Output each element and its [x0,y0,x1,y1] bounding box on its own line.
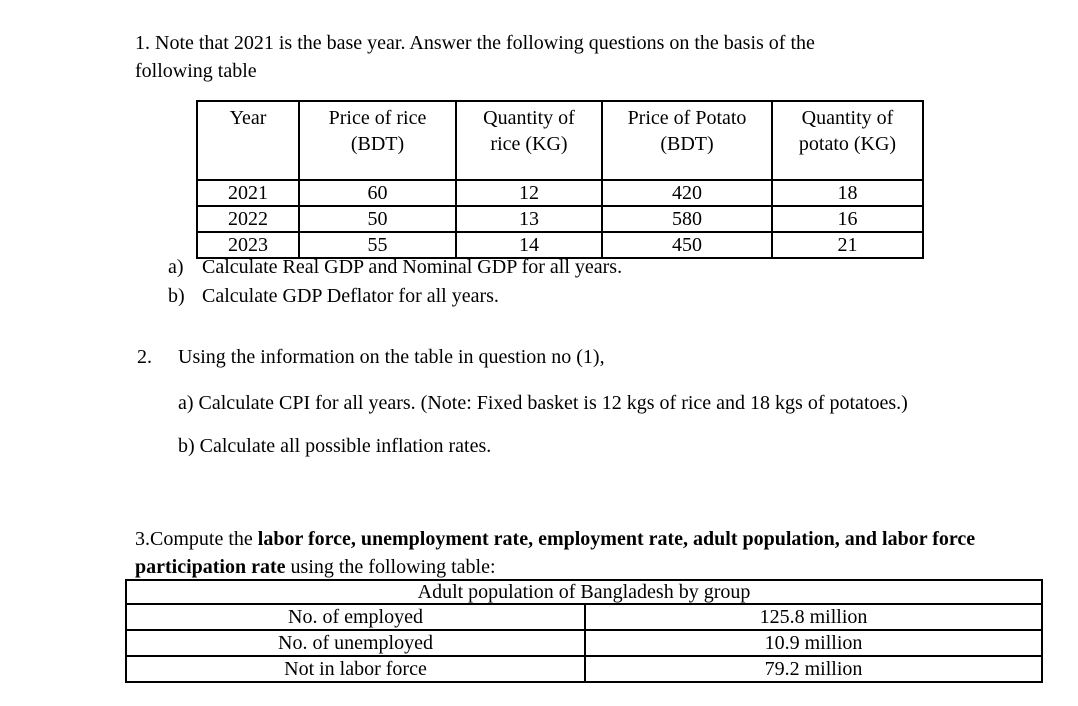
row-not-in-labor-force: Not in labor force 79.2 million [125,655,1043,683]
question-3-text: 3.Compute the labor force, unemployment … [135,525,1040,581]
question-1-subitems: a) Calculate Real GDP and Nominal GDP for… [168,253,622,311]
cell-price-rice: 50 [298,205,457,233]
question-1-line-1: 1. Note that 2021 is the base year. Answ… [135,32,815,54]
question-1-item-b: b) Calculate GDP Deflator for all years. [168,282,622,311]
row-employed: No. of employed 125.8 million [125,603,1043,631]
item-a-marker: a) [168,256,184,278]
question-3-line1-bold: labor force, unemployment rate, employme… [257,528,976,550]
label-not-in-labor-force: Not in labor force [125,655,586,683]
header-quantity-potato: Quantity of potato (KG) [771,100,924,181]
cell-quantity-potato: 21 [771,231,924,259]
value-employed: 125.8 million [584,603,1043,631]
table-row-2022: 2022 50 13 580 16 [196,205,924,233]
table-row-2021: 2021 60 12 420 18 [196,179,924,207]
cell-quantity-rice: 14 [455,231,603,259]
cell-price-rice: 55 [298,231,457,259]
question-2-item-a: a) Calculate CPI for all years. (Note: F… [178,392,908,414]
header-quantity-rice-line1: Quantity of [483,107,575,129]
question-2-marker: 2. [137,346,152,368]
header-price-potato: Price of Potato (BDT) [601,100,773,181]
question-2-body: Using the information on the table in qu… [178,346,605,368]
header-quantity-rice: Quantity of rice (KG) [455,100,603,181]
question-3-line-1: 3.Compute the labor force, unemployment … [135,525,1040,553]
header-quantity-potato-line1: Quantity of [801,107,894,129]
item-a-text: Calculate Real GDP and Nominal GDP for a… [202,256,623,278]
question-3-line2-bold: participation rate [135,556,286,578]
row-unemployed: No. of unemployed 10.9 million [125,629,1043,657]
header-price-potato-line1: Price of Potato [627,107,747,129]
header-year: Year [196,100,300,181]
question-1-item-a: a) Calculate Real GDP and Nominal GDP for… [168,253,622,282]
question-3-line1-normal: 3.Compute the [135,528,258,550]
cell-quantity-potato: 18 [771,179,924,207]
table-header-row: Year Price of rice (BDT) Quantity of ric… [196,100,924,181]
question-2-item-b: b) Calculate all possible inflation rate… [178,435,492,457]
adult-population-table: Adult population of Bangladesh by group … [125,579,1043,683]
cell-quantity-potato: 16 [771,205,924,233]
cell-price-rice: 60 [298,179,457,207]
question-2-text: 2. Using the information on the table in … [137,343,605,371]
header-price-rice: Price of rice (BDT) [298,100,457,181]
cell-year: 2022 [196,205,300,233]
table-row-2023: 2023 55 14 450 21 [196,231,924,259]
header-quantity-potato-line2: potato (KG) [798,133,897,155]
question-1-text: 1. Note that 2021 is the base year. Answ… [135,29,945,85]
value-unemployed: 10.9 million [584,629,1043,657]
cell-price-potato: 580 [601,205,773,233]
question-3-line2-normal: using the following table: [285,556,496,578]
item-b-marker: b) [168,285,185,307]
cell-year: 2023 [196,231,300,259]
header-price-rice-line2: (BDT) [350,133,405,155]
value-not-in-labor-force: 79.2 million [584,655,1043,683]
header-year-line1: Year [229,107,267,129]
item-b-text: Calculate GDP Deflator for all years. [202,285,499,307]
label-unemployed: No. of unemployed [125,629,586,657]
cell-quantity-rice: 12 [455,179,603,207]
header-price-potato-line2: (BDT) [660,133,714,155]
cell-quantity-rice: 13 [455,205,603,233]
price-quantity-table: Year Price of rice (BDT) Quantity of ric… [196,100,924,259]
header-quantity-rice-line2: rice (KG) [490,133,568,155]
cell-price-potato: 450 [601,231,773,259]
cell-price-potato: 420 [601,179,773,207]
adult-population-title: Adult population of Bangladesh by group [125,579,1043,605]
label-employed: No. of employed [125,603,586,631]
question-3-line-2: participation rate using the following t… [135,553,1040,581]
cell-year: 2021 [196,179,300,207]
price-quantity-table-header: Year Price of rice (BDT) Quantity of ric… [196,100,924,181]
adult-population-title-row: Adult population of Bangladesh by group [125,579,1043,605]
header-price-rice-line1: Price of rice [328,107,427,129]
question-1-line-2: following table [135,60,257,82]
